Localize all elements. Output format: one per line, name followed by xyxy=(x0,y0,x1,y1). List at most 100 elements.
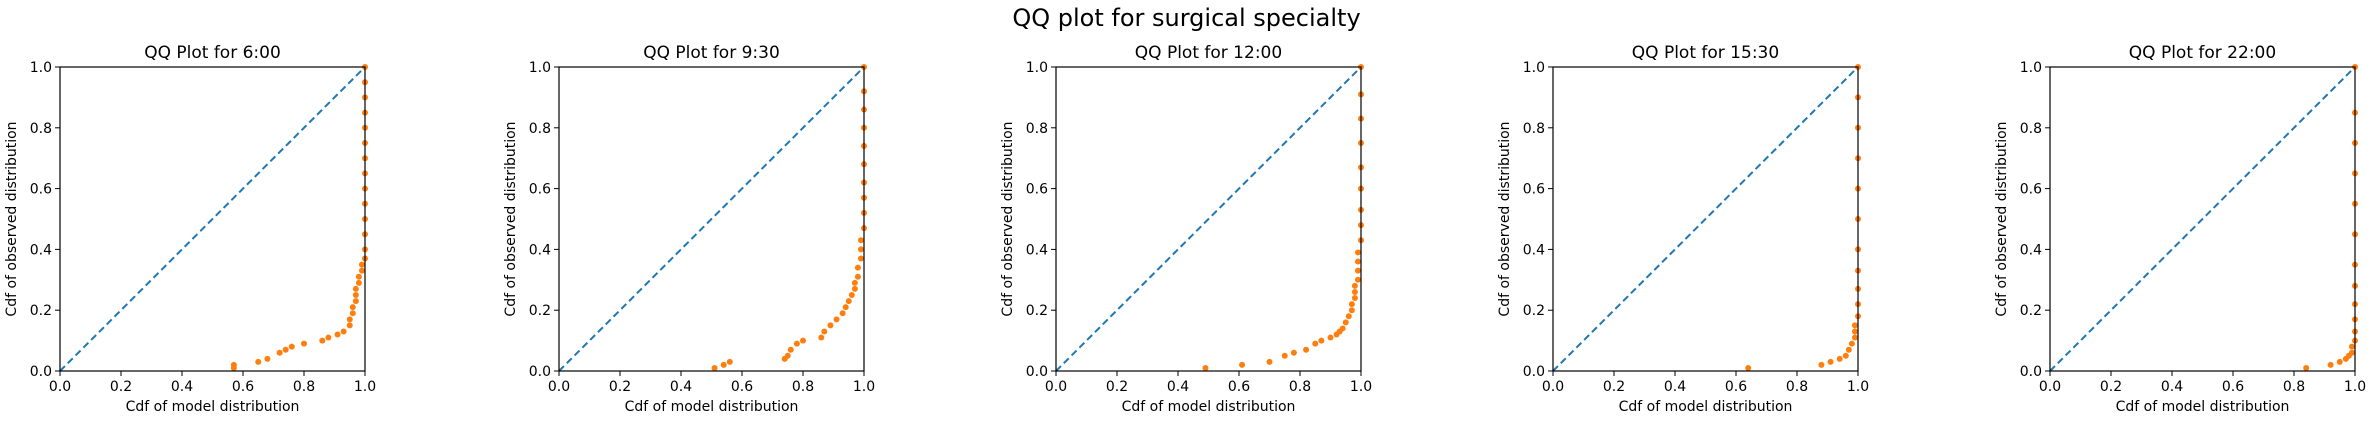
data-point xyxy=(349,304,356,311)
y-tick-label: 1.0 xyxy=(529,60,551,76)
plot-frame xyxy=(2049,66,2356,372)
data-point xyxy=(352,292,359,298)
data-point xyxy=(1848,340,1855,347)
data-point xyxy=(821,328,828,335)
data-point xyxy=(1318,337,1325,344)
y-tick-label: 0.4 xyxy=(2020,242,2042,258)
x-tick-label: 0.2 xyxy=(1603,379,1625,395)
data-point xyxy=(358,261,365,268)
y-tick-label: 0.2 xyxy=(1026,303,1048,319)
x-axis-label: Cdf of model distribution xyxy=(126,399,300,415)
data-point xyxy=(845,298,852,305)
x-tick-label: 0.2 xyxy=(2100,379,2122,395)
panel-title: QQ Plot for 15:30 xyxy=(1632,43,1779,63)
data-point xyxy=(358,267,365,274)
data-point xyxy=(1354,249,1361,256)
y-tick-label: 0.4 xyxy=(529,242,551,258)
x-tick-label: 0.0 xyxy=(49,379,71,395)
data-point xyxy=(711,364,718,371)
data-point xyxy=(1345,313,1352,320)
x-tick-label: 0.2 xyxy=(110,379,132,395)
plot-frame xyxy=(59,66,366,372)
x-tick-label: 0.8 xyxy=(293,379,315,395)
data-point xyxy=(827,322,834,329)
plot-frame xyxy=(1055,66,1362,372)
data-point xyxy=(1342,319,1349,326)
data-point xyxy=(352,298,359,305)
y-axis-label: Cdf of observed distribution xyxy=(1000,121,1016,316)
data-point xyxy=(1312,340,1319,347)
data-point xyxy=(857,237,864,244)
data-point xyxy=(848,292,855,298)
x-tick-label: 0.8 xyxy=(1786,379,1808,395)
data-point xyxy=(355,279,362,286)
y-tick-label: 0.2 xyxy=(1523,303,1545,319)
data-point xyxy=(2336,358,2343,365)
data-point xyxy=(2303,364,2310,371)
y-tick-label: 0.0 xyxy=(529,364,551,380)
panel-title: QQ Plot for 22:00 xyxy=(2129,43,2276,63)
data-point xyxy=(2327,361,2334,368)
x-tick-label: 0.6 xyxy=(731,379,753,395)
data-point xyxy=(1351,295,1358,302)
x-tick-label: 0.6 xyxy=(1725,379,1747,395)
data-point xyxy=(282,346,289,353)
data-point xyxy=(857,255,864,262)
data-point xyxy=(1827,358,1834,365)
data-point xyxy=(346,322,353,329)
y-tick-label: 0.4 xyxy=(30,242,52,258)
y-tick-label: 0.6 xyxy=(30,182,52,198)
x-axis-label: Cdf of model distribution xyxy=(625,399,799,415)
data-point xyxy=(340,328,347,335)
y-tick-label: 0.8 xyxy=(30,121,52,137)
y-tick-label: 1.0 xyxy=(1523,60,1545,76)
y-tick-label: 0.0 xyxy=(2020,364,2042,380)
data-point xyxy=(1818,361,1825,368)
y-tick-label: 0.2 xyxy=(529,303,551,319)
y-tick-label: 0.4 xyxy=(1026,242,1048,258)
data-point xyxy=(352,285,359,292)
data-point xyxy=(1851,334,1858,341)
data-point xyxy=(255,358,262,365)
data-point xyxy=(334,331,341,338)
y-tick-label: 0.8 xyxy=(1026,121,1048,137)
data-point xyxy=(1348,307,1355,314)
data-point xyxy=(264,355,271,362)
x-tick-label: 0.0 xyxy=(1045,379,1067,395)
data-point xyxy=(1842,352,1849,359)
y-axis-label: Cdf of observed distribution xyxy=(1497,121,1513,316)
x-tick-label: 0.4 xyxy=(1167,379,1189,395)
data-point xyxy=(854,273,861,280)
data-point xyxy=(230,361,237,368)
x-tick-label: 0.6 xyxy=(232,379,254,395)
x-tick-label: 1.0 xyxy=(1350,379,1372,395)
data-point xyxy=(1351,282,1358,289)
qq-panel-3: 0.0 0.2 0.4 0.6 0.8 1.0 0.0 0.2 0.4 0.6 0.8 1.0 QQ P… xyxy=(1000,43,1372,415)
panel-title: QQ Plot for 12:00 xyxy=(1135,43,1282,63)
y-tick-label: 0.6 xyxy=(529,182,551,198)
data-point xyxy=(349,310,356,317)
x-tick-label: 1.0 xyxy=(1847,379,1869,395)
data-point xyxy=(784,352,791,359)
y-tick-label: 0.8 xyxy=(529,121,551,137)
y-tick-label: 0.8 xyxy=(1523,121,1545,137)
data-point xyxy=(301,340,307,347)
qq-panel-2: 0.0 0.2 0.4 0.6 0.8 1.0 0.0 0.2 0.4 0.6 0.8 1.0 QQ P… xyxy=(503,43,875,415)
data-point xyxy=(851,285,858,292)
x-tick-label: 1.0 xyxy=(853,379,875,395)
panel-title: QQ Plot for 9:30 xyxy=(643,43,780,63)
y-tick-label: 0.6 xyxy=(1523,182,1545,198)
data-point xyxy=(355,273,362,280)
plot-frame xyxy=(558,66,865,372)
data-point xyxy=(1745,364,1752,371)
data-point xyxy=(787,346,794,353)
y-tick-label: 0.2 xyxy=(2020,303,2042,319)
x-tick-label: 0.0 xyxy=(1542,379,1564,395)
x-tick-label: 0.0 xyxy=(548,379,570,395)
panel-title: QQ Plot for 6:00 xyxy=(144,43,281,63)
x-tick-label: 0.4 xyxy=(171,379,193,395)
data-point xyxy=(1845,346,1852,353)
data-point xyxy=(1354,276,1361,283)
y-tick-label: 0.8 xyxy=(2020,121,2042,137)
